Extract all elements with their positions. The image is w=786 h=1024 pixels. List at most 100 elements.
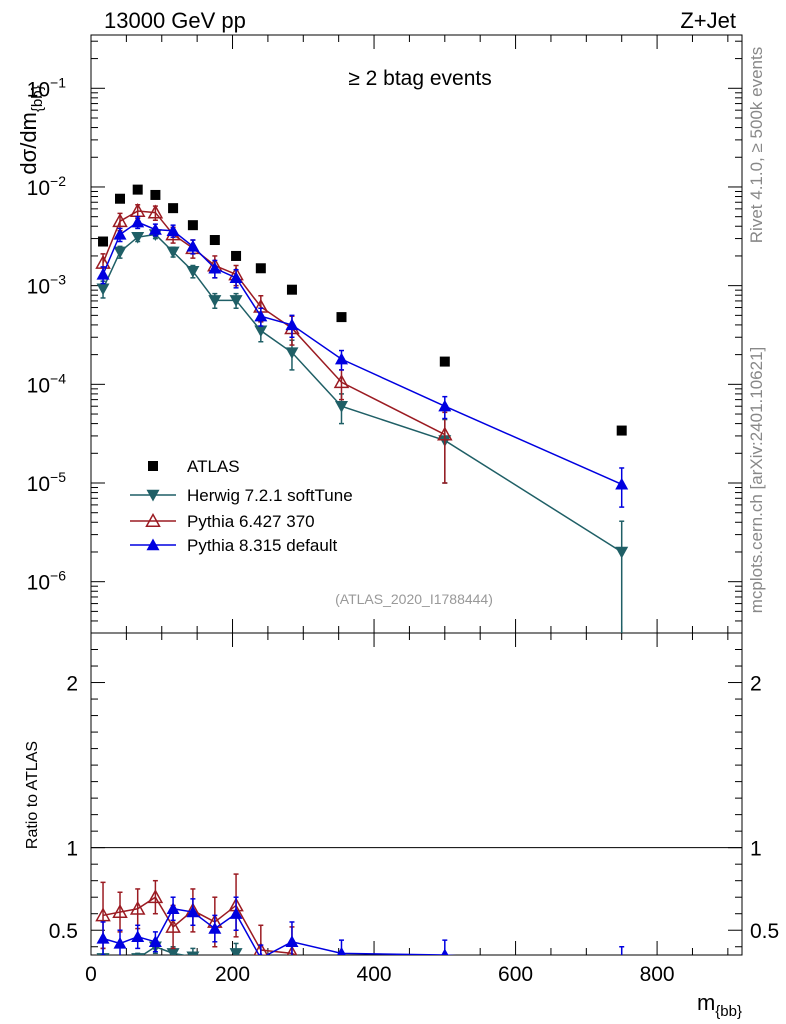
y-tick-label-exponent: −2 xyxy=(50,173,66,189)
side-label-top: Rivet 4.1.0, ≥ 500k events xyxy=(747,47,766,243)
data-point-atlas xyxy=(132,184,143,195)
data-point-herwig-7-2-1-softtune xyxy=(615,546,629,559)
ratio-point-pythia-8-315-default xyxy=(336,946,347,955)
y-tick-label: 10−1 xyxy=(27,74,67,101)
data-point-atlas xyxy=(439,356,450,367)
data-point-pythia-6-427-370 xyxy=(437,426,453,441)
data-point-atlas xyxy=(255,263,266,274)
ratio-tick-label-right: 2 xyxy=(750,673,762,696)
data-point-atlas xyxy=(286,284,297,295)
ratio-y-ticks: 0.5 0.5 1 1 2 2 xyxy=(49,632,779,948)
data-point-herwig-7-2-1-softtune xyxy=(131,231,145,244)
ratio-point-pythia-6-427-370 xyxy=(95,907,111,922)
data-point-pythia-8-315-default xyxy=(148,223,162,235)
y-tick-label: 10−4 xyxy=(27,370,67,397)
data-point-herwig-7-2-1-softtune xyxy=(208,295,222,307)
data-point-pythia-8-315-default xyxy=(438,399,452,412)
ratio-point-herwig-7-2-1-softtune xyxy=(615,998,628,1010)
header-right: Z+Jet xyxy=(680,8,736,33)
x-tick-label: 800 xyxy=(640,963,675,986)
y-axis-label-sub: {bb} xyxy=(29,85,46,112)
data-point-atlas xyxy=(98,236,109,247)
data-point-atlas xyxy=(168,203,179,214)
ratio-point-herwig-7-2-1-softtune xyxy=(166,948,180,955)
ratio-tick-label-left: 0.5 xyxy=(49,920,78,943)
data-point-atlas xyxy=(616,425,627,436)
legend: ATLAS Herwig 7.2.1 softTune Pythia 6.427 3… xyxy=(130,457,353,555)
main-data-layer xyxy=(95,184,629,633)
data-point-herwig-7-2-1-softtune xyxy=(254,325,268,338)
ratio-point-herwig-7-2-1-softtune xyxy=(285,970,298,982)
data-point-atlas xyxy=(336,312,347,323)
ratio-point-herwig-7-2-1-softtune xyxy=(186,951,200,955)
data-point-herwig-7-2-1-softtune xyxy=(229,295,243,307)
y-tick-label-base: 10 xyxy=(27,473,50,496)
data-point-atlas xyxy=(231,250,242,261)
y-tick-label-base: 10 xyxy=(27,78,50,101)
data-point-pythia-8-315-default xyxy=(334,352,348,365)
ratio-plot-frame xyxy=(90,632,743,956)
ratio-point-pythia-8-315-default xyxy=(615,960,628,972)
data-point-pythia-6-427-370 xyxy=(112,213,128,228)
legend-marker-pythia-8-315-default xyxy=(146,538,160,551)
x-tick-label: 200 xyxy=(215,963,250,986)
data-point-atlas xyxy=(115,193,126,204)
ratio-line-pythia-8-315-default xyxy=(102,907,457,955)
y-tick-label-base: 10 xyxy=(27,177,50,200)
ratio-point-pythia-6-427-370 xyxy=(438,977,451,989)
ratio-point-pythia-8-315-default xyxy=(285,935,299,947)
data-point-atlas xyxy=(150,189,161,200)
data-point-pythia-8-315-default xyxy=(166,224,180,236)
legend-label-pythia-8-315-default: Pythia 8.315 default xyxy=(187,536,338,555)
legend-label-herwig-7-2-1-softtune: Herwig 7.2.1 softTune xyxy=(187,486,353,505)
legend-label-atlas: ATLAS xyxy=(187,457,240,476)
y-tick-label-base: 10 xyxy=(27,374,50,397)
series-line-pythia-6-427-370 xyxy=(102,210,446,436)
ratio-point-pythia-6-427-370 xyxy=(112,904,128,919)
y-tick-label-exponent: −1 xyxy=(50,74,66,90)
ratio-point-herwig-7-2-1-softtune xyxy=(254,970,267,982)
y-axis-label: dσ/dm{bb} xyxy=(16,85,46,174)
series-line-pythia-8-315-default xyxy=(102,221,623,485)
ratio-point-pythia-8-315-default xyxy=(96,931,110,944)
data-point-pythia-8-315-default xyxy=(113,227,127,240)
ratio-point-pythia-6-427-370 xyxy=(286,945,298,955)
ratio-point-pythia-6-427-370 xyxy=(147,889,164,904)
header-left: 13000 GeV pp xyxy=(104,8,246,33)
y-tick-label-base: 10 xyxy=(27,572,50,595)
ratio-point-herwig-7-2-1-softtune xyxy=(229,948,243,955)
side-label-bottom: mcplots.cern.ch [arXiv:2401.10621] xyxy=(747,347,766,613)
main-y-ticks: 10−610−510−410−310−210−1 xyxy=(27,40,742,622)
data-point-pythia-8-315-default xyxy=(131,215,145,228)
ratio-point-pythia-8-315-default xyxy=(259,951,263,955)
data-point-atlas xyxy=(187,220,198,231)
data-point-pythia-8-315-default xyxy=(186,239,200,252)
ratio-data-layer xyxy=(95,873,628,1010)
ratio-tick-label-right: 1 xyxy=(750,838,762,861)
data-point-herwig-7-2-1-softtune xyxy=(334,401,348,413)
x-axis-label: m{bb} xyxy=(697,990,742,1020)
ratio-point-pythia-6-427-370 xyxy=(165,918,181,933)
y-tick-label-exponent: −6 xyxy=(50,568,66,584)
data-point-pythia-8-315-default xyxy=(208,261,222,274)
ratio-point-herwig-7-2-1-softtune xyxy=(438,981,451,993)
legend-label-pythia-6-427-370: Pythia 6.427 370 xyxy=(187,512,315,531)
ratio-point-pythia-8-315-default xyxy=(441,948,449,955)
ratio-x-ticks: 0 200 400 600 800 xyxy=(85,633,729,986)
legend-marker-herwig-7-2-1-softtune xyxy=(146,489,160,502)
x-axis-label-main: m xyxy=(697,990,715,1015)
data-point-atlas xyxy=(209,235,220,246)
y-tick-label: 10−2 xyxy=(27,173,67,200)
ratio-y-axis-label: Ratio to ATLAS xyxy=(24,741,41,849)
ratio-point-pythia-8-315-default xyxy=(148,935,162,947)
y-tick-label-exponent: −5 xyxy=(50,469,66,485)
data-point-herwig-7-2-1-softtune xyxy=(96,283,110,296)
ratio-point-pythia-6-427-370 xyxy=(253,942,269,955)
ratio-point-pythia-8-315-default xyxy=(186,905,200,918)
data-point-herwig-7-2-1-softtune xyxy=(113,246,127,259)
y-tick-label-base: 10 xyxy=(27,276,50,299)
data-point-pythia-8-315-default xyxy=(254,309,268,322)
ratio-point-pythia-8-315-default xyxy=(229,907,243,919)
data-point-pythia-6-427-370 xyxy=(147,204,164,219)
